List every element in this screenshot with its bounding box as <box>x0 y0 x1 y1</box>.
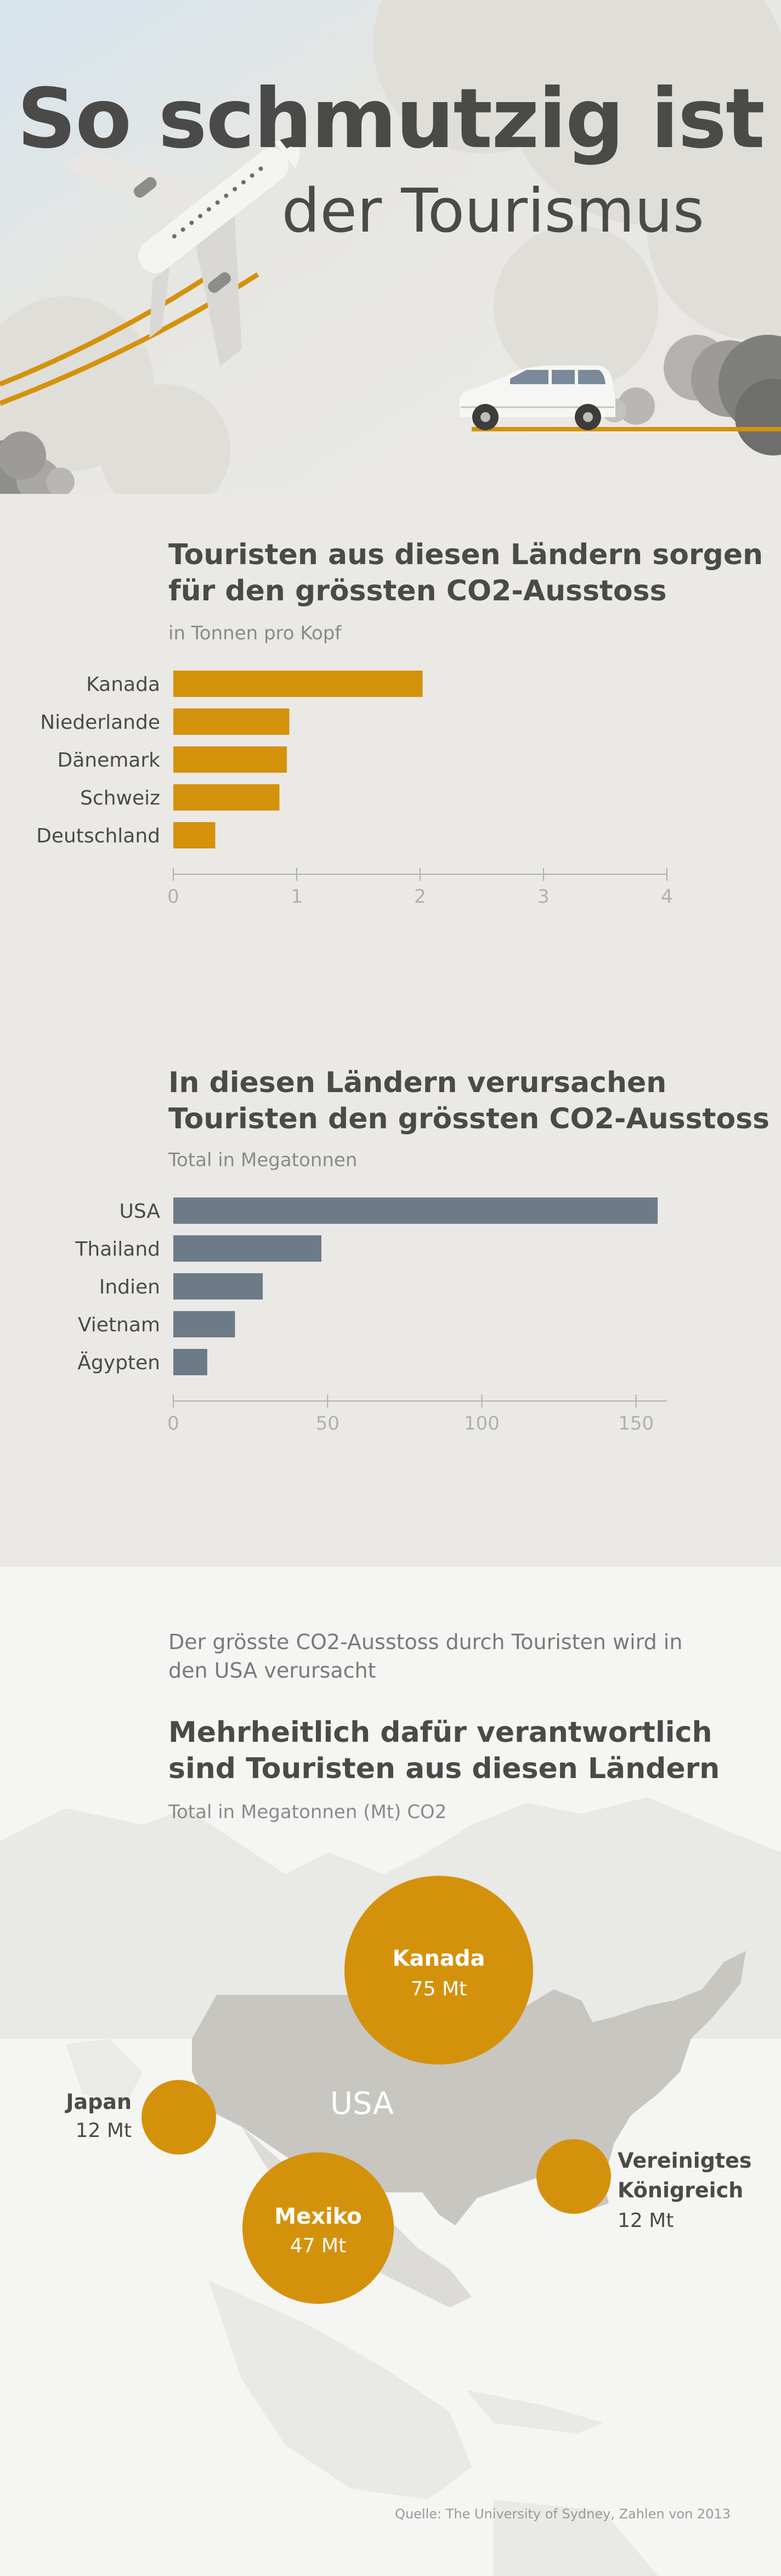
chart1-plot: Kanada Niederlande Dänemark Schweiz Deutschl… <box>36 671 673 908</box>
bubble-mexiko-value: 47 Mt <box>290 2235 346 2257</box>
map-background <box>0 1567 781 2576</box>
airplane-icon <box>64 137 302 367</box>
map-intro-text: Der grösste CO2-Ausstoss durch Touristen… <box>168 1630 683 1683</box>
bubble-uk-country-line1: Vereinigtes <box>618 2148 751 2173</box>
x-tick-label-0: 0 <box>167 1413 179 1435</box>
car-icon <box>460 365 615 430</box>
bubble-mexiko <box>242 2152 394 2304</box>
bar-label-1: Niederlande <box>40 711 160 734</box>
bubble-kanada-country: Kanada <box>392 1946 485 1971</box>
bubble-kanada <box>344 1876 533 2065</box>
background-clouds <box>0 0 781 494</box>
smoke-cloud-right <box>602 335 781 455</box>
smoke-cloud-left <box>0 431 75 494</box>
bar-3 <box>173 784 280 811</box>
bubble-kanada-value: 75 Mt <box>411 1978 467 2000</box>
bar-3 <box>173 1311 235 1337</box>
bubble-map: USA Kanada 75 Mt Mexiko 47 Mt Japan 12 M… <box>64 1876 751 2304</box>
chart2-subtitle: Total in Megatonnen <box>168 1149 358 1171</box>
page-subtitle: der Tourismus <box>281 176 704 246</box>
bar-0 <box>173 671 423 697</box>
x-tick-label-1: 50 <box>316 1413 339 1435</box>
chart2-plot: USA Thailand Indien Vietnam Ägypten 0 50 100 150 <box>75 1197 667 1435</box>
x-tick-label-2: 2 <box>414 886 426 908</box>
bar-label-1: Thailand <box>75 1238 160 1261</box>
x-tick-label-1: 1 <box>291 886 303 908</box>
source-note: Quelle: The University of Sydney, Zahlen… <box>395 2506 731 2522</box>
bar-2 <box>173 1273 263 1300</box>
bar-label-3: Schweiz <box>80 787 160 809</box>
x-tick-label-3: 150 <box>618 1413 654 1435</box>
bar-label-4: Deutschland <box>36 825 160 847</box>
bubble-uk-value: 12 Mt <box>618 2209 674 2232</box>
usa-label: USA <box>330 2086 394 2122</box>
x-tick-label-0: 0 <box>167 886 179 908</box>
bar-4 <box>173 822 216 848</box>
bubble-japan <box>142 2080 216 2155</box>
x-tick-label-4: 4 <box>661 886 673 908</box>
hero-illustration <box>0 0 781 494</box>
bar-label-2: Indien <box>99 1276 160 1298</box>
bar-0 <box>173 1197 658 1224</box>
bar-2 <box>173 746 287 773</box>
bubble-japan-value: 12 Mt <box>76 2119 132 2142</box>
page-title: So schmutzig ist <box>17 71 765 167</box>
chart2-title: In diesen Ländern verursachen Touristen … <box>168 1066 770 1135</box>
chart1-subtitle: in Tonnen pro Kopf <box>168 622 342 644</box>
bar-1 <box>173 708 290 735</box>
x-tick-label-3: 3 <box>537 886 550 908</box>
bar-label-3: Vietnam <box>78 1314 160 1336</box>
map-subtitle: Total in Megatonnen (Mt) CO2 <box>168 1801 447 1823</box>
bubble-uk-country-line2: Königreich <box>618 2178 743 2202</box>
bar-label-0: USA <box>120 1200 161 1223</box>
bubble-mexiko-country: Mexiko <box>274 2204 361 2229</box>
bar-label-2: Dänemark <box>57 749 160 772</box>
bubble-japan-country: Japan <box>64 2090 132 2114</box>
bar-label-0: Kanada <box>86 673 160 696</box>
chart1-title: Touristen aus diesen Ländern sorgen für … <box>168 538 763 608</box>
map-title: Mehrheitlich dafür verantwortlich sind T… <box>168 1716 720 1785</box>
x-tick-label-2: 100 <box>464 1413 500 1435</box>
bubble-uk <box>536 2139 611 2214</box>
bar-1 <box>173 1235 321 1262</box>
bar-4 <box>173 1349 207 1375</box>
bar-label-4: Ägypten <box>77 1351 160 1374</box>
